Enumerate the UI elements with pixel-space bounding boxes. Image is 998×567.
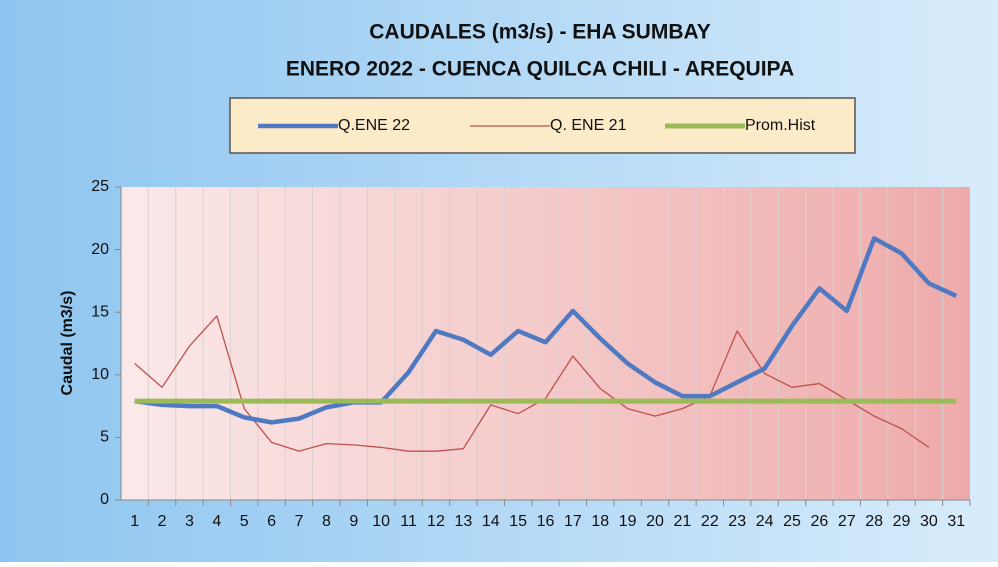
x-tick-label: 20 <box>646 513 664 530</box>
x-tick-label: 30 <box>920 513 938 530</box>
x-tick-label: 17 <box>564 513 582 530</box>
x-tick-label: 11 <box>400 513 417 530</box>
legend-label: Prom.Hist <box>745 117 816 134</box>
y-tick-label: 15 <box>91 303 109 320</box>
x-tick-label: 12 <box>427 513 445 530</box>
x-tick-label: 19 <box>619 513 637 530</box>
x-tick-label: 7 <box>295 513 304 530</box>
x-tick-label: 9 <box>349 513 358 530</box>
y-tick-label: 25 <box>91 178 109 195</box>
y-tick-label: 20 <box>91 241 109 258</box>
x-tick-label: 27 <box>838 513 856 530</box>
x-tick-label: 24 <box>756 513 774 530</box>
x-tick-label: 31 <box>947 513 965 530</box>
y-tick-label: 5 <box>100 429 109 446</box>
x-tick-label: 21 <box>674 513 692 530</box>
x-tick-label: 6 <box>267 513 276 530</box>
y-tick-label: 0 <box>100 491 109 508</box>
chart-title: CAUDALES (m3/s) - EHA SUMBAY <box>369 21 711 44</box>
x-tick-label: 10 <box>372 513 390 530</box>
legend-label: Q. ENE 21 <box>550 117 627 134</box>
x-tick-label: 14 <box>482 513 500 530</box>
x-tick-label: 18 <box>591 513 609 530</box>
x-tick-label: 25 <box>783 513 801 530</box>
x-tick-label: 22 <box>701 513 719 530</box>
x-tick-label: 16 <box>537 513 555 530</box>
x-tick-label: 13 <box>454 513 472 530</box>
chart-subtitle: ENERO 2022 - CUENCA QUILCA CHILI - AREQU… <box>286 58 794 81</box>
x-tick-label: 8 <box>322 513 331 530</box>
x-tick-label: 3 <box>185 513 194 530</box>
x-tick-label: 28 <box>865 513 883 530</box>
y-tick-label: 10 <box>91 366 109 383</box>
y-axis-label: Caudal (m3/s) <box>59 291 76 396</box>
x-tick-label: 26 <box>810 513 828 530</box>
x-tick-label: 2 <box>158 513 167 530</box>
x-tick-label: 15 <box>509 513 527 530</box>
series-line <box>134 236 958 425</box>
x-tick-label: 5 <box>240 513 249 530</box>
x-tick-label: 4 <box>212 513 221 530</box>
series-line <box>134 315 930 452</box>
x-tick-label: 29 <box>893 513 911 530</box>
x-tick-label: 23 <box>728 513 746 530</box>
x-tick-label: 1 <box>130 513 139 530</box>
legend-label: Q.ENE 22 <box>338 117 410 134</box>
